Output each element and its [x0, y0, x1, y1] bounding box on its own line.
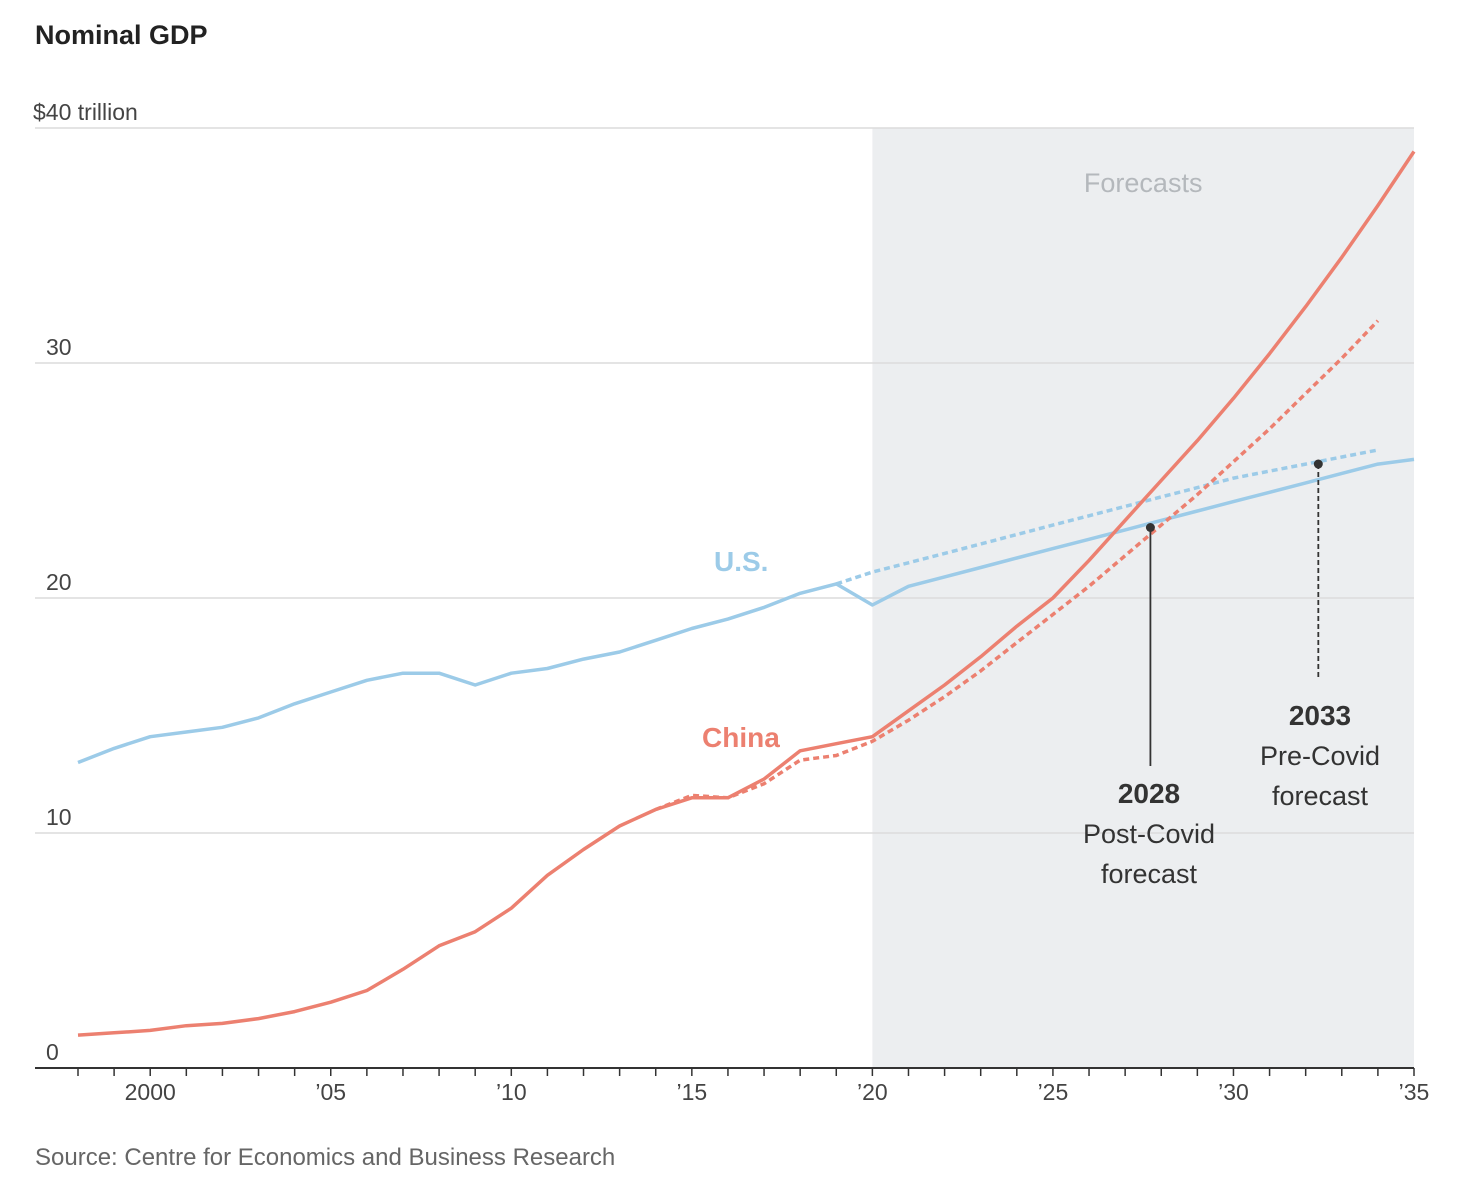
forecast-region-label: Forecasts [1084, 168, 1203, 198]
annotation-point [1145, 523, 1155, 532]
y-tick-label: $40 trillion [33, 99, 138, 125]
series-label: China [702, 722, 780, 753]
x-tick-label: ’10 [496, 1079, 527, 1105]
x-tick-label: ’05 [315, 1079, 346, 1105]
china-pre-covid-forecast-line [655, 319, 1380, 812]
y-tick-label: 30 [46, 334, 72, 360]
u-s-pre-covid-forecast-line [835, 448, 1379, 586]
china-line [77, 150, 1416, 1037]
y-tick-label: 20 [46, 569, 72, 595]
annotation-text: forecast [1101, 859, 1198, 889]
annotation-year: 2033 [1289, 700, 1351, 731]
u-s-line [77, 457, 1415, 765]
x-tick-label: ’25 [1038, 1079, 1069, 1105]
chart-title: Nominal GDP [35, 20, 208, 50]
x-tick-label: ’35 [1399, 1079, 1430, 1105]
chart-source: Source: Centre for Economics and Busines… [35, 1144, 616, 1171]
annotation-text: forecast [1272, 781, 1369, 811]
x-tick-label: ’20 [857, 1079, 888, 1105]
annotation-text: Post-Covid [1083, 819, 1215, 849]
x-tick-label: 2000 [125, 1079, 176, 1105]
y-tick-label: 0 [46, 1039, 59, 1065]
x-tick-label: ’30 [1218, 1079, 1249, 1105]
annotation-year: 2028 [1118, 778, 1180, 809]
annotation-point [1313, 459, 1323, 469]
series-label: U.S. [714, 546, 768, 577]
y-tick-label: 10 [46, 804, 72, 830]
annotation-text: Pre-Covid [1260, 741, 1380, 771]
x-tick-label: ’15 [676, 1079, 707, 1105]
